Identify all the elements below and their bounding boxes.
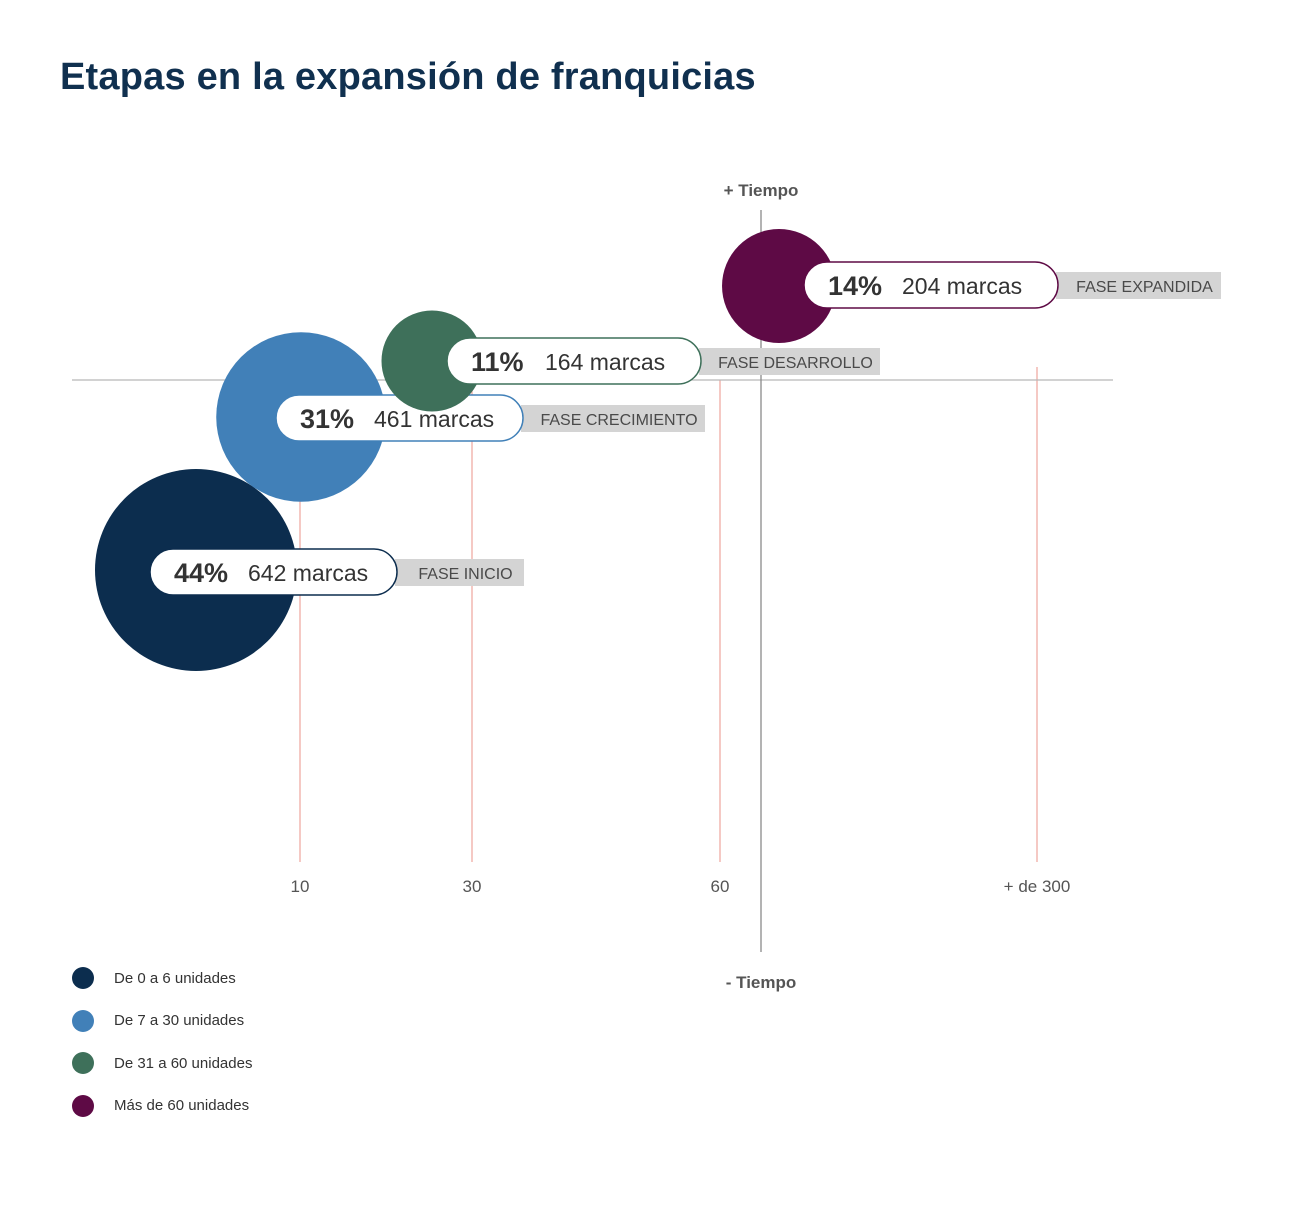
legend-label: De 0 a 6 unidades <box>114 969 236 987</box>
phase-tag <box>521 405 705 432</box>
phase-label: FASE INICIO <box>418 566 512 583</box>
y-axis-bottom-label: - Tiempo <box>726 973 797 992</box>
legend-label: Más de 60 unidades <box>114 1097 250 1114</box>
phase-tag <box>699 348 880 375</box>
percent-label: 31% <box>300 404 354 434</box>
chart-title: Etapas en la expansión de franquicias <box>60 56 756 98</box>
percent-label: 14% <box>828 271 882 301</box>
count-label: 164 marcas <box>545 349 665 375</box>
percent-label: 44% <box>174 558 228 588</box>
x-tick-label: 30 <box>463 877 482 896</box>
value-pill <box>803 261 1059 309</box>
legend-dot-icon <box>72 1009 94 1032</box>
phase-label: FASE EXPANDIDA <box>1076 279 1213 296</box>
legend-item: De 31 a 60 unidades <box>72 1051 252 1075</box>
legend-dot-icon <box>72 967 94 989</box>
legend-item: Más de 60 unidades <box>72 1094 252 1118</box>
phase-label: FASE DESARROLLO <box>718 355 873 372</box>
legend-item: De 7 a 30 unidades <box>72 1009 252 1033</box>
legend-dot-icon <box>72 1094 94 1117</box>
value-pill <box>446 337 702 385</box>
count-label: 642 marcas <box>248 560 368 586</box>
x-tick-label: + de 300 <box>1004 877 1071 896</box>
bubble <box>722 229 836 343</box>
chart-legend: De 0 a 6 unidades De 7 a 30 unidades De 31… <box>72 966 252 1136</box>
percent-label: 11% <box>471 347 524 377</box>
legend-label: De 7 a 30 unidades <box>114 1012 245 1029</box>
value-pill <box>149 548 398 596</box>
phase-tag <box>1056 272 1221 299</box>
phase-tag <box>395 559 524 586</box>
legend-label: De 31 a 60 unidades <box>114 1054 253 1072</box>
x-tick-label: 60 <box>711 877 730 896</box>
bubble <box>381 310 483 412</box>
legend-dot-icon <box>72 1052 94 1074</box>
legend-item: De 0 a 6 unidades <box>72 966 252 990</box>
phase-label: FASE CRECIMIENTO <box>540 412 697 429</box>
count-label: 204 marcas <box>902 273 1022 299</box>
y-axis-top-label: + Tiempo <box>724 181 799 200</box>
x-tick-label: 10 <box>291 877 310 896</box>
